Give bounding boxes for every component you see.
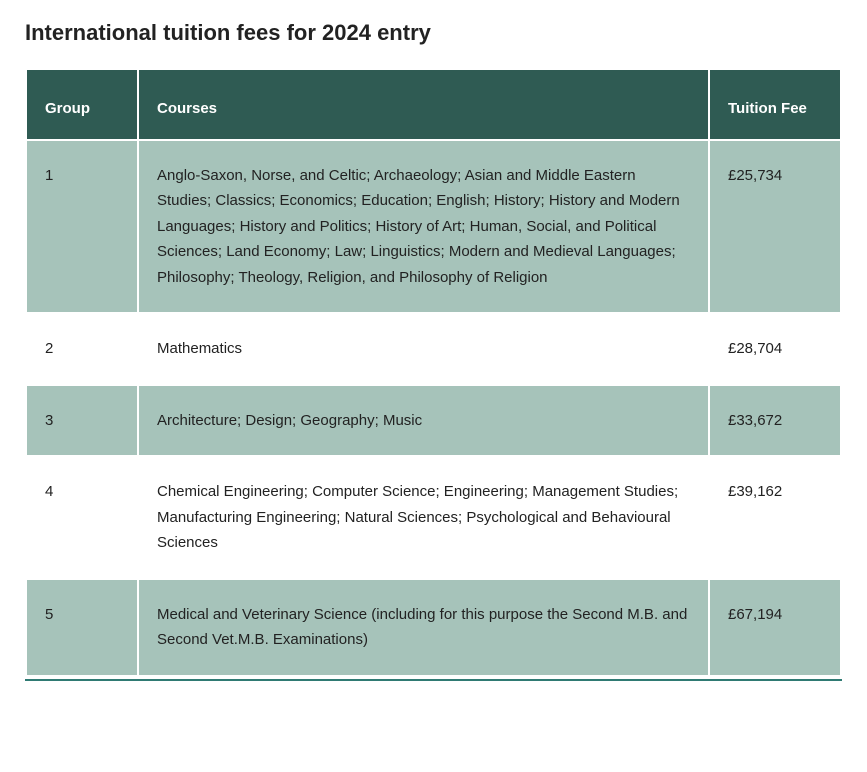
page-title: International tuition fees for 2024 entr…	[25, 20, 842, 46]
cell-courses: Architecture; Design; Geography; Music	[139, 386, 708, 456]
cell-courses: Anglo-Saxon, Norse, and Celtic; Archaeol…	[139, 141, 708, 313]
cell-fee: £33,672	[710, 386, 840, 456]
table-row: 3 Architecture; Design; Geography; Music…	[27, 386, 840, 456]
cell-group: 5	[27, 580, 137, 675]
cell-group: 4	[27, 457, 137, 578]
tuition-fees-table: Group Courses Tuition Fee 1 Anglo-Saxon,…	[25, 68, 842, 677]
col-header-fee: Tuition Fee	[710, 70, 840, 139]
cell-group: 1	[27, 141, 137, 313]
table-bottom-rule	[25, 679, 842, 681]
table-row: 1 Anglo-Saxon, Norse, and Celtic; Archae…	[27, 141, 840, 313]
cell-fee: £67,194	[710, 580, 840, 675]
col-header-group: Group	[27, 70, 137, 139]
table-row: 5 Medical and Veterinary Science (includ…	[27, 580, 840, 675]
table-row: 4 Chemical Engineering; Computer Science…	[27, 457, 840, 578]
cell-group: 3	[27, 386, 137, 456]
table-header-row: Group Courses Tuition Fee	[27, 70, 840, 139]
col-header-courses: Courses	[139, 70, 708, 139]
cell-courses: Medical and Veterinary Science (includin…	[139, 580, 708, 675]
cell-fee: £25,734	[710, 141, 840, 313]
cell-fee: £39,162	[710, 457, 840, 578]
cell-courses: Chemical Engineering; Computer Science; …	[139, 457, 708, 578]
table-row: 2 Mathematics £28,704	[27, 314, 840, 384]
cell-fee: £28,704	[710, 314, 840, 384]
cell-courses: Mathematics	[139, 314, 708, 384]
cell-group: 2	[27, 314, 137, 384]
